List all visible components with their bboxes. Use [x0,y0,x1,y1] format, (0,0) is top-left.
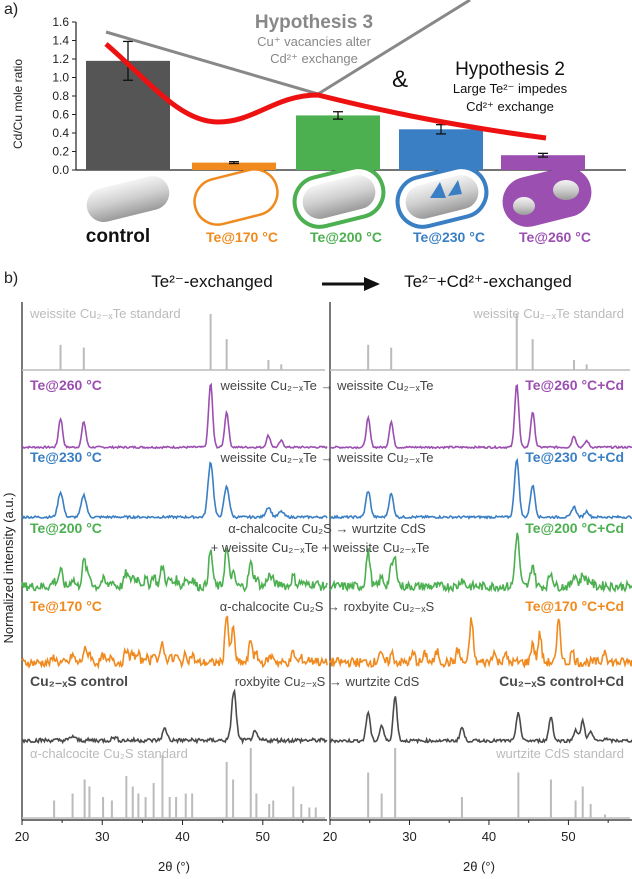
header-right: Te²⁻+Cd²⁺-exchanged [404,272,572,291]
right-label-te170: Te@170 °C+Cd [525,598,624,614]
bar [296,115,380,170]
xlabel-right: 2θ (°) [463,859,495,874]
x-tick-label: 40 [175,829,189,844]
xrd-trace [329,617,632,669]
panel-b-label: b) [4,270,18,287]
label-te230: Te@230 °C [413,229,485,245]
left-label-chalcocite-std: α-chalcocite Cu₂S standard [30,746,188,761]
transition-te260: weissite Cu₂₋ₓTe → weissite Cu₂₋ₓTe [220,378,434,393]
xrd-trace [21,615,328,670]
panel-a-ylabel: Cd/Cu mole ratio [11,59,25,149]
x-tick-label: 30 [95,829,109,844]
y-tick-label: 1.4 [52,34,69,48]
right-label-weissite-std: weissite Cu₂₋ₓTe standard [472,306,624,321]
header-left: Te²⁻-exchanged [151,272,272,291]
hypothesis-2-trend-curve [104,42,547,141]
ampersand: & [392,66,408,93]
transition-control: roxbyite Cu₂₋ₓS → wurtzite CdS [235,674,420,689]
right-label-wurtzite-std: wurtzite CdS standard [495,746,624,761]
rod-260 [502,167,592,227]
transition-te200-b: + weissite Cu₂₋ₓTe + weissite Cu₂₋ₓTe [211,540,430,555]
y-tick-label: 0.2 [52,145,69,159]
xrd-trace [21,382,328,450]
xrd-trace [21,688,328,745]
right-label-control: Cu₂₋ₓS control+Cd [499,673,624,689]
left-label-weissite-std: weissite Cu₂₋ₓTe standard [29,306,181,321]
hypothesis-3-line2: Cd²⁺ exchange [270,51,358,66]
panel-b-traces [21,314,632,819]
y-tick-label: 0.8 [52,89,69,103]
transition-te230: weissite Cu₂₋ₓTe → weissite Cu₂₋ₓTe [220,450,434,465]
xrd-trace [21,546,328,593]
left-label-te230: Te@230 °C [30,449,102,465]
y-tick-label: 0.6 [52,108,69,122]
rod-230 [395,165,489,229]
xrd-trace [21,461,328,520]
right-label-te260: Te@260 °C+Cd [525,377,624,393]
hypothesis-2-line1: Large Te²⁻ impedes [453,81,568,96]
x-tick-label: 50 [561,829,575,844]
bar [192,162,276,170]
rod-control [86,175,170,223]
rod-170 [193,168,279,226]
left-label-control: Cu₂₋ₓS control [30,673,128,689]
x-tick-label: 50 [256,829,270,844]
hypothesis-2-line2: Cd²⁺ exchange [466,99,554,114]
xlabel-left: 2θ (°) [158,859,190,874]
x-tick-label: 30 [402,829,416,844]
hypothesis-3-line1: Cu⁺ vacancies alter [257,34,371,49]
panel-b-ylabel: Normalized intensity (a.u.) [1,493,16,644]
hypothesis-3-title: Hypothesis 3 [255,12,373,33]
panel-b-labels: weissite Cu₂₋ₓTe standard weissite Cu₂₋ₓT… [29,306,624,761]
y-tick-label: 1.2 [52,52,69,66]
y-tick-label: 1.0 [52,71,69,85]
header-arrowhead [364,277,380,291]
right-label-te200: Te@200 °C+Cd [525,520,624,536]
transition-te200-a: α-chalcocite Cu₂S → wurtzite CdS [228,521,426,536]
panel-b-axes: 20 30 40 50 20 30 40 50 [15,302,632,844]
x-tick-label: 40 [482,829,496,844]
panel-a-label: a) [4,1,18,18]
bar [399,129,483,170]
xrd-trace [329,457,632,520]
label-te200: Te@200 °C [310,229,382,245]
bar [501,155,585,170]
transition-te170: α-chalcocite Cu₂S → roxbyite Cu₂₋ₓS [220,599,435,614]
left-label-te260: Te@260 °C [30,377,102,393]
y-tick-label: 0.0 [52,163,69,177]
xrd-trace [329,383,632,450]
x-tick-label: 20 [323,829,337,844]
label-control: control [86,226,150,247]
xrd-trace [329,532,632,594]
y-tick-label: 1.6 [52,15,69,29]
label-te170: Te@170 °C [206,229,278,245]
xrd-trace [329,696,632,745]
label-te260: Te@260 °C [519,229,591,245]
hypothesis-2-title: Hypothesis 2 [455,59,565,80]
left-label-te170: Te@170 °C [30,598,102,614]
rod-200 [292,165,386,229]
x-tick-label: 20 [15,829,29,844]
left-label-te200: Te@200 °C [30,520,102,536]
right-label-te230: Te@230 °C+Cd [525,449,624,465]
y-tick-label: 0.4 [52,126,69,140]
panel-a-bars [86,40,585,170]
